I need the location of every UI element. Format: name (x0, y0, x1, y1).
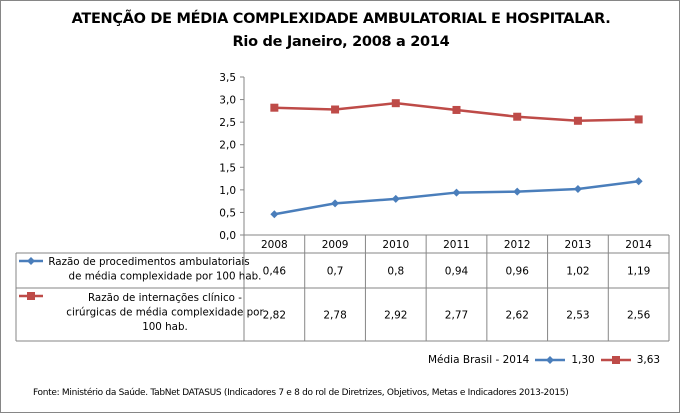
data-point (513, 187, 522, 196)
data-point (634, 177, 643, 186)
y-tick-label: 3,5 (219, 72, 236, 84)
x-tick-label: 2010 (382, 239, 409, 251)
chart-title: ATENÇÃO DE MÉDIA COMPLEXIDADE AMBULATORI… (71, 11, 611, 27)
data-point (573, 116, 582, 125)
data-label: 0,96 (506, 266, 530, 278)
y-tick-label: 2,0 (219, 140, 236, 152)
x-tick-label: 2014 (625, 239, 652, 251)
legend-marker-square-icon (27, 292, 35, 300)
data-point (634, 115, 643, 124)
data-point (452, 188, 461, 197)
series-name: Razão de internações clínico - (88, 292, 242, 304)
y-tick-label: 1,5 (219, 162, 236, 174)
x-tick-label: 2012 (504, 239, 531, 251)
data-label: 0,8 (387, 266, 404, 278)
data-point (270, 103, 279, 112)
data-label: 1,19 (627, 266, 650, 278)
series-name: Razão de procedimentos ambulatoriais (48, 256, 249, 268)
data-label: 2,56 (627, 310, 651, 322)
y-tick-label: 0,0 (219, 230, 236, 242)
data-point (331, 105, 340, 114)
data-label: 2,53 (566, 310, 589, 322)
data-label: 2,62 (506, 310, 529, 322)
x-tick-label: 2011 (443, 239, 470, 251)
data-point (513, 112, 522, 121)
brasil-value-ambulatorial: 1,30 (571, 354, 595, 366)
legend-marker-diamond-icon (27, 257, 35, 265)
chart-subtitle: Rio de Janeiro, 2008 a 2014 (232, 34, 450, 50)
data-point (391, 99, 400, 108)
red-square-marker-icon (600, 356, 631, 364)
data-label: 2,82 (263, 310, 286, 322)
data-label: 0,94 (445, 266, 469, 278)
y-tick-label: 2,5 (219, 117, 236, 129)
y-tick-label: 1,0 (219, 185, 236, 197)
series-name: 100 hab. (142, 321, 188, 333)
data-point (452, 105, 461, 114)
brasil-value-internacoes: 3,63 (636, 354, 661, 366)
x-tick-label: 2009 (322, 239, 349, 251)
x-tick-label: 2013 (565, 239, 592, 251)
data-label: 2,78 (323, 310, 346, 322)
series-name: cirúrgicas de média complexidade por (66, 307, 264, 319)
x-tick-label: 2008 (261, 239, 288, 251)
footnote: Fonte: Ministério da Saúde. TabNet DATAS… (33, 388, 569, 398)
data-point (270, 210, 279, 219)
data-point (573, 184, 582, 193)
y-tick-label: 3,0 (219, 95, 236, 107)
data-point (331, 199, 340, 208)
data-label: 0,7 (327, 266, 344, 278)
data-label: 1,02 (566, 266, 589, 278)
data-point (391, 194, 400, 203)
brasil-legend-label: Média Brasil - 2014 (428, 354, 530, 366)
series-name: de média complexidade por 100 hab. (69, 271, 262, 283)
series-line (274, 180, 639, 216)
blue-diamond-marker-icon (535, 356, 566, 364)
data-label: 2,92 (384, 310, 407, 322)
y-tick-label: 0,5 (219, 207, 236, 219)
data-label: 0,46 (263, 266, 287, 278)
brasil-legend: Média Brasil - 2014 1,30 3,63 (428, 354, 660, 366)
data-label: 2,77 (445, 310, 468, 322)
